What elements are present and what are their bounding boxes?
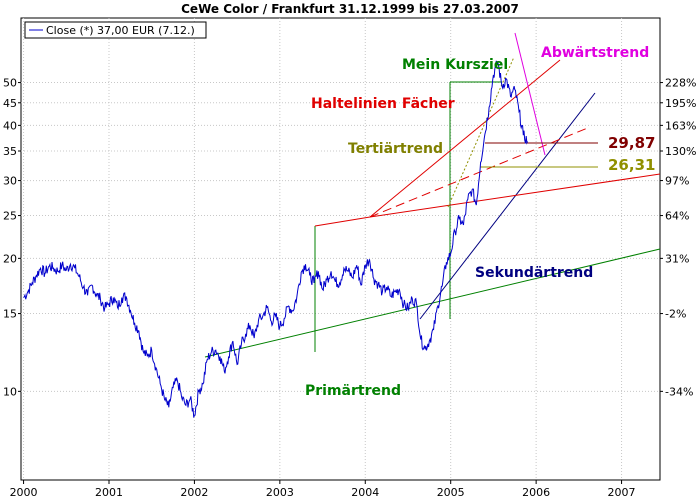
annotation-abwaertstrend: Abwärtstrend: [541, 45, 649, 61]
annotation-tertiaertrend: Tertiärtrend: [348, 141, 443, 157]
y-axis-right: -34% -2% 31% 64% 97% 130% 163% 195% 228%: [660, 77, 696, 398]
y-tick-label-right: -2%: [665, 308, 686, 321]
x-tick-label: 2006: [522, 486, 550, 499]
annotation-level-2987: 29,87: [608, 134, 655, 152]
y-tick-label-left: 10: [3, 385, 17, 398]
y-tick-label-right: 64%: [665, 210, 689, 223]
y-tick-label-left: 45: [3, 97, 17, 110]
legend-box: [24, 21, 207, 39]
chart-title: CeWe Color / Frankfurt 31.12.1999 bis 27…: [181, 2, 519, 16]
y-axis-left: 10 15 20 25 30 35 40 45 50: [3, 77, 21, 398]
fan-line-1: [314, 216, 371, 227]
grid-lines: [21, 18, 660, 480]
annotation-sekundaertrend: Sekundärtrend: [475, 265, 593, 281]
x-tick-label: 2004: [351, 486, 379, 499]
x-tick-label: 2001: [95, 486, 123, 499]
x-tick-label: 2005: [437, 486, 465, 499]
y-tick-label-left: 50: [3, 77, 17, 90]
y-tick-label-right: 130%: [665, 145, 696, 158]
y-tick-label-right: 97%: [665, 175, 689, 188]
annotation-primaertrend: Primärtrend: [305, 383, 401, 399]
y-tick-label-right: -34%: [665, 385, 693, 398]
annotation-kursziel: Mein Kursziel: [402, 57, 508, 73]
tertiary-trend-line: [447, 56, 515, 208]
y-tick-label-right: 163%: [665, 119, 696, 132]
fan-line-2: [369, 173, 661, 218]
x-tick-label: 2007: [608, 486, 636, 499]
x-tick-label: 2002: [180, 486, 208, 499]
y-tick-label-right: 195%: [665, 97, 696, 110]
x-tick-label: 2003: [266, 486, 294, 499]
secondary-trend-line: [419, 92, 596, 320]
y-tick-label-left: 15: [3, 308, 17, 321]
y-tick-label-left: 40: [3, 119, 17, 132]
y-tick-label-left: 30: [3, 175, 17, 188]
x-tick-label: 2000: [10, 486, 38, 499]
y-tick-label-right: 228%: [665, 77, 696, 90]
annotation-haltelinien: Haltelinien Fächer: [311, 96, 455, 112]
downtrend-line: [514, 32, 546, 156]
legend: Close (*) 37,00 EUR (7.12.): [24, 21, 207, 39]
legend-label: Close (*) 37,00 EUR (7.12.): [46, 24, 195, 37]
y-tick-label-left: 25: [3, 210, 17, 223]
annotation-level-2631: 26,31: [608, 156, 655, 174]
x-axis: 2000 2001 2002 2003 2004 2005 2006 2007: [10, 480, 636, 499]
y-tick-label-right: 31%: [665, 252, 689, 265]
y-tick-label-left: 20: [3, 252, 17, 265]
series-close-line: [23, 60, 529, 419]
plot-area: [20, 17, 661, 481]
y-tick-label-left: 35: [3, 145, 17, 158]
